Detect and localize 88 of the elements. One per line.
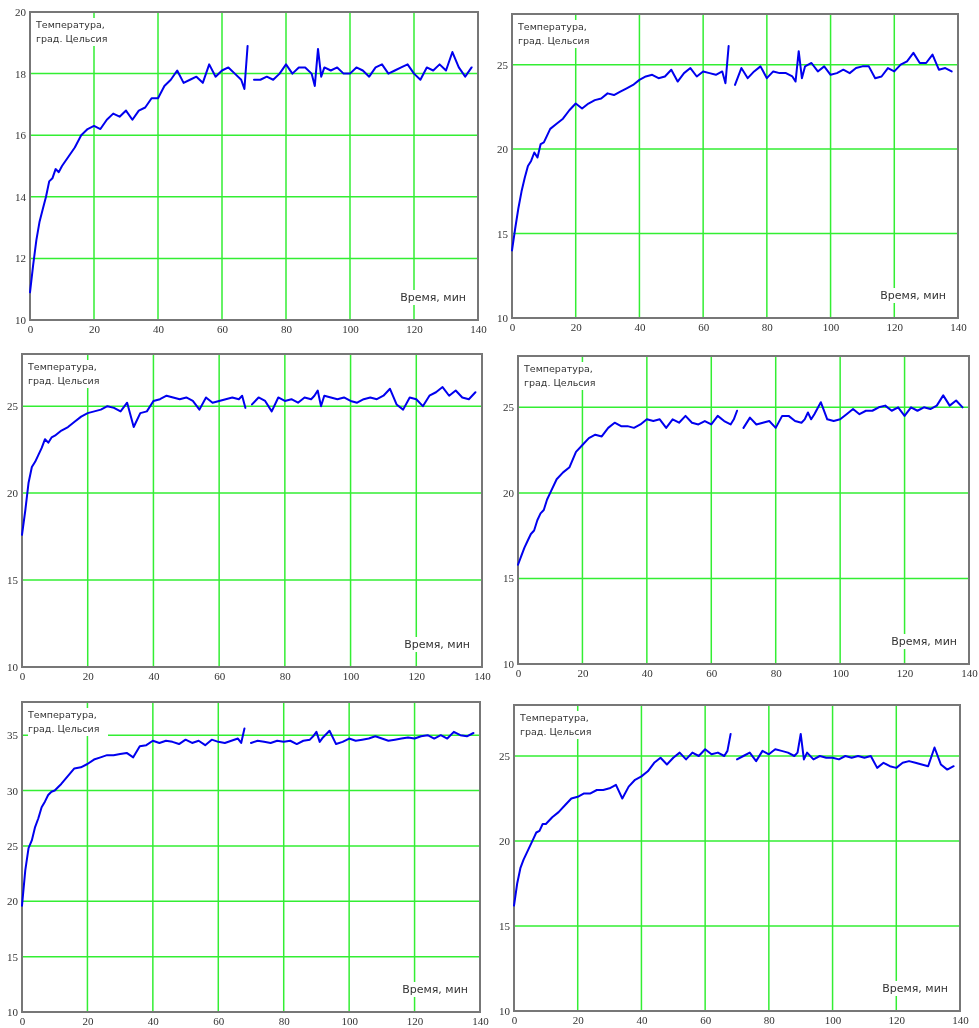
x-tick-label: 80 bbox=[278, 1014, 291, 1027]
x-axis-title: Время, мин bbox=[398, 290, 468, 305]
x-tick-label: 40 bbox=[641, 666, 654, 679]
y-tick-label: 12 bbox=[15, 252, 26, 265]
x-tick-label: 60 bbox=[698, 320, 710, 333]
x-tick-label: 0 bbox=[515, 666, 522, 679]
x-axis-title: Время, мин bbox=[889, 634, 959, 649]
x-tick-label: 100 bbox=[341, 1014, 359, 1027]
x-tick-label: 80 bbox=[770, 666, 783, 679]
y-tick-label: 20 bbox=[7, 487, 19, 500]
y-tick-label: 15 bbox=[7, 950, 19, 963]
y-tick-label: 15 bbox=[499, 920, 511, 933]
y-axis-title: Температура, град. Цельсия bbox=[28, 360, 108, 388]
y-tick-label: 10 bbox=[497, 312, 509, 325]
x-axis-title: Время, мин bbox=[402, 637, 472, 652]
x-tick-label: 0 bbox=[27, 322, 34, 335]
x-tick-label: 60 bbox=[213, 1014, 225, 1027]
x-tick-label: 0 bbox=[19, 1014, 26, 1027]
x-tick-label: 80 bbox=[281, 322, 293, 335]
y-tick-label: 25 bbox=[499, 750, 511, 763]
x-tick-label: 20 bbox=[570, 320, 583, 333]
x-axis-title: Время, мин bbox=[400, 982, 470, 997]
x-tick-label: 20 bbox=[82, 669, 95, 682]
y-tick-label: 30 bbox=[7, 784, 19, 797]
y-axis-title: Температура, град. Цельсия bbox=[36, 18, 116, 46]
x-tick-label: 20 bbox=[82, 1014, 94, 1027]
y-tick-label: 15 bbox=[497, 227, 509, 240]
y-axis-title: Температура, град. Цельсия bbox=[524, 362, 604, 390]
y-tick-label: 18 bbox=[15, 67, 27, 80]
y-tick-label: 10 bbox=[15, 314, 27, 327]
x-tick-label: 100 bbox=[832, 666, 850, 679]
y-axis-title: Температура, град. Цельсия bbox=[518, 20, 598, 48]
y-axis-title: Температура, град. Цельсия bbox=[520, 711, 600, 739]
y-axis-title: Температура, град. Цельсия bbox=[28, 708, 108, 736]
x-tick-label: 100 bbox=[342, 669, 360, 682]
x-tick-label: 120 bbox=[406, 322, 424, 335]
x-tick-label: 40 bbox=[147, 1014, 160, 1027]
x-tick-label: 0 bbox=[19, 669, 26, 682]
x-tick-label: 100 bbox=[822, 320, 840, 333]
x-axis-title: Время, мин bbox=[878, 288, 948, 303]
y-tick-label: 10 bbox=[7, 1006, 19, 1019]
x-tick-label: 120 bbox=[406, 1014, 424, 1027]
y-tick-label: 20 bbox=[15, 6, 27, 19]
x-tick-label: 100 bbox=[824, 1013, 842, 1026]
x-tick-label: 20 bbox=[89, 322, 101, 335]
y-tick-label: 25 bbox=[7, 839, 19, 852]
x-tick-label: 140 bbox=[472, 1014, 490, 1027]
y-tick-label: 25 bbox=[503, 401, 515, 414]
y-tick-label: 10 bbox=[503, 658, 515, 671]
y-tick-label: 20 bbox=[499, 835, 511, 848]
x-tick-label: 140 bbox=[470, 322, 488, 335]
x-tick-label: 60 bbox=[706, 666, 718, 679]
x-tick-label: 60 bbox=[217, 322, 229, 335]
x-tick-label: 120 bbox=[408, 669, 426, 682]
y-tick-label: 20 bbox=[503, 486, 515, 499]
y-tick-label: 16 bbox=[15, 129, 27, 142]
y-tick-label: 14 bbox=[15, 190, 27, 203]
y-tick-label: 20 bbox=[7, 895, 19, 908]
y-tick-label: 25 bbox=[497, 58, 509, 71]
x-tick-label: 100 bbox=[342, 322, 360, 335]
y-tick-label: 15 bbox=[503, 572, 515, 585]
x-tick-label: 0 bbox=[509, 320, 516, 333]
x-tick-label: 60 bbox=[214, 669, 226, 682]
y-tick-label: 25 bbox=[7, 400, 19, 413]
x-tick-label: 80 bbox=[761, 320, 774, 333]
y-tick-label: 10 bbox=[499, 1005, 511, 1018]
x-tick-label: 40 bbox=[636, 1013, 648, 1026]
x-tick-label: 120 bbox=[896, 666, 914, 679]
x-tick-label: 20 bbox=[577, 666, 589, 679]
x-tick-label: 40 bbox=[153, 322, 165, 335]
x-tick-label: 140 bbox=[952, 1013, 970, 1026]
x-axis-title: Время, мин bbox=[880, 981, 950, 996]
x-tick-label: 80 bbox=[279, 669, 292, 682]
x-tick-label: 40 bbox=[148, 669, 160, 682]
x-tick-label: 40 bbox=[634, 320, 646, 333]
x-tick-label: 120 bbox=[886, 320, 904, 333]
y-tick-label: 10 bbox=[7, 661, 19, 674]
x-tick-label: 20 bbox=[572, 1013, 585, 1026]
y-tick-label: 20 bbox=[497, 143, 509, 156]
x-tick-label: 0 bbox=[511, 1013, 518, 1026]
x-tick-label: 140 bbox=[950, 320, 968, 333]
x-tick-label: 80 bbox=[763, 1013, 776, 1026]
y-tick-label: 15 bbox=[7, 574, 19, 587]
x-tick-label: 60 bbox=[700, 1013, 712, 1026]
x-tick-label: 140 bbox=[474, 669, 492, 682]
y-tick-label: 35 bbox=[7, 729, 19, 742]
x-tick-label: 120 bbox=[888, 1013, 906, 1026]
x-tick-label: 140 bbox=[961, 666, 979, 679]
